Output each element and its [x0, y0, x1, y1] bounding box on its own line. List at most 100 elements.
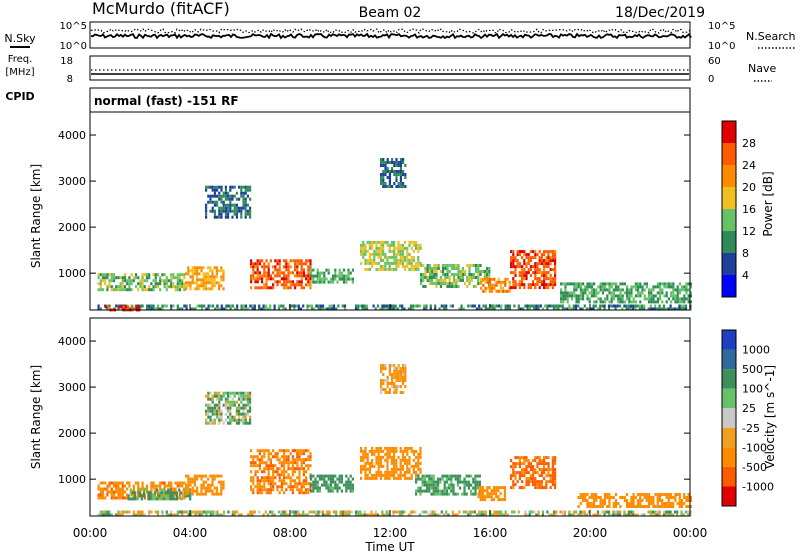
power-echo-region [205, 185, 252, 219]
colorbar-tick-label: 1000 [742, 344, 770, 357]
cpid-panel [89, 87, 691, 113]
power-panel: 1000 2000 3000 4000 Slant Range [km] 4 8 12 16… [29, 111, 775, 312]
power-echo-region [480, 277, 511, 293]
velocity-echo-region [310, 474, 354, 493]
velocity-echo-region [97, 510, 692, 517]
colorbar-swatch [722, 165, 736, 187]
colorbar-swatch [722, 209, 736, 231]
power-echo-region [250, 259, 312, 290]
freq-label: Freq. [8, 54, 33, 65]
cpid-label: CPID [5, 90, 34, 103]
colorbar-swatch [722, 369, 736, 389]
power-echo-region [560, 282, 692, 304]
nave-label: Nave [748, 62, 776, 75]
colorbar-swatch [722, 143, 736, 165]
colorbar-swatch [722, 253, 736, 275]
colorbar-swatch [722, 427, 736, 448]
x-tick-label: 08:00 [273, 526, 308, 540]
power-y-axis: 1000 2000 3000 4000 [58, 129, 690, 280]
x-axis-label: Time UT [364, 540, 415, 554]
velocity-y-axis: 1000 2000 3000 4000 [58, 335, 690, 486]
velocity-echo-region [510, 456, 557, 490]
velocity-echo-region [127, 488, 192, 501]
colorbar-swatch [722, 121, 736, 143]
y-tick-label: 2000 [58, 427, 86, 440]
noise-right-tick-top: 10^5 [708, 21, 735, 32]
colorbar-swatch [722, 330, 736, 350]
noise-panel: N.Sky 10^5 10^0 10^5 10^0 N.Search [4, 21, 796, 52]
power-y-axis-label: Slant Range [km] [29, 164, 43, 268]
freq-panel: Freq. [MHz] 18 8 60 0 Nave [5, 54, 776, 85]
colorbar-tick-label: -100 [742, 441, 767, 454]
beam-title: Beam 02 [359, 5, 422, 21]
colorbar-tick-label: 16 [742, 203, 756, 216]
velocity-echo-region [477, 486, 507, 502]
colorbar-tick-label: 20 [742, 181, 756, 194]
velocity-colorbar-label: Velocity [m s^-1] [763, 365, 777, 469]
colorbar-swatch [722, 231, 736, 253]
velocity-heatmap-data [97, 364, 692, 517]
velocity-echo-region [415, 474, 481, 496]
x-tick-label: 16:00 [473, 526, 508, 540]
y-tick-label: 1000 [58, 473, 86, 486]
colorbar-swatch [722, 466, 736, 487]
nave-tick-bottom: 0 [708, 74, 714, 85]
colorbar-tick-label: 28 [742, 137, 756, 150]
colorbar-tick-label: 24 [742, 159, 756, 172]
velocity-echo-region [577, 493, 692, 508]
velocity-echo-region [185, 474, 225, 496]
noise-left-tick-top: 10^5 [60, 21, 87, 32]
power-echo-region [185, 266, 225, 291]
power-echo-region [97, 273, 186, 292]
y-tick-label: 4000 [58, 335, 86, 348]
x-tick-label: 00:00 [73, 526, 108, 540]
colorbar-tick-label: 100 [742, 383, 763, 396]
power-echo-region [510, 250, 557, 290]
freq-tick-bottom: 8 [67, 74, 73, 85]
x-tick-label: 00:00 [673, 526, 708, 540]
colorbar-swatch [722, 187, 736, 209]
velocity-echo-region [250, 449, 312, 495]
power-colorbar-label: Power [dB] [761, 171, 775, 236]
power-heatmap-data [97, 158, 692, 312]
colorbar-tick-label: -500 [742, 461, 767, 474]
x-tick-label: 04:00 [173, 526, 208, 540]
colorbar-tick-label: 12 [742, 225, 756, 238]
colorbar-tick-label: -1000 [742, 480, 774, 493]
nave-tick-top: 60 [708, 56, 721, 67]
velocity-echo-region [360, 446, 422, 480]
velocity-y-axis-label: Slant Range [km] [29, 365, 43, 469]
colorbar-swatch [722, 388, 736, 409]
noise-right-label: N.Search [746, 30, 796, 43]
y-tick-label: 3000 [58, 381, 86, 394]
freq-unit-label: [MHz] [5, 67, 34, 78]
power-echo-region [310, 268, 354, 284]
colorbar-tick-label: 500 [742, 363, 763, 376]
colorbar-swatch [722, 486, 736, 506]
colorbar-tick-label: -25 [742, 422, 760, 435]
y-tick-label: 4000 [58, 129, 86, 142]
colorbar-swatch [722, 447, 736, 467]
colorbar-tick-label: 4 [742, 269, 749, 282]
noise-sky-series [90, 32, 692, 40]
velocity-colorbar: 1000 500 100 25 -25 -100 -500 -1000 [721, 329, 774, 507]
x-tick-label: 12:00 [373, 526, 408, 540]
colorbar-swatch [722, 349, 736, 370]
cpid-mode-text: normal (fast) -151 RF [94, 94, 239, 108]
velocity-panel: 1000 2000 3000 4000 Slant Range [km] 1000 50… [29, 317, 777, 517]
station-title: McMurdo (fitACF) [92, 0, 230, 18]
colorbar-tick-label: 25 [742, 402, 756, 415]
velocity-echo-region [205, 391, 252, 425]
power-colorbar: 4 8 12 16 20 24 28 [721, 120, 756, 298]
velocity-echo-region [380, 364, 407, 394]
y-tick-label: 3000 [58, 175, 86, 188]
y-tick-label: 2000 [58, 221, 86, 234]
time-x-axis: 00:00 04:00 08:00 12:00 16:00 20:00 00:00 [73, 304, 708, 540]
colorbar-tick-label: 8 [742, 247, 749, 260]
noise-left-tick-bottom: 10^0 [60, 41, 87, 52]
noise-lines [90, 28, 692, 40]
power-echo-region [380, 158, 407, 188]
freq-tick-top: 18 [60, 56, 73, 67]
colorbar-swatch [722, 275, 736, 297]
